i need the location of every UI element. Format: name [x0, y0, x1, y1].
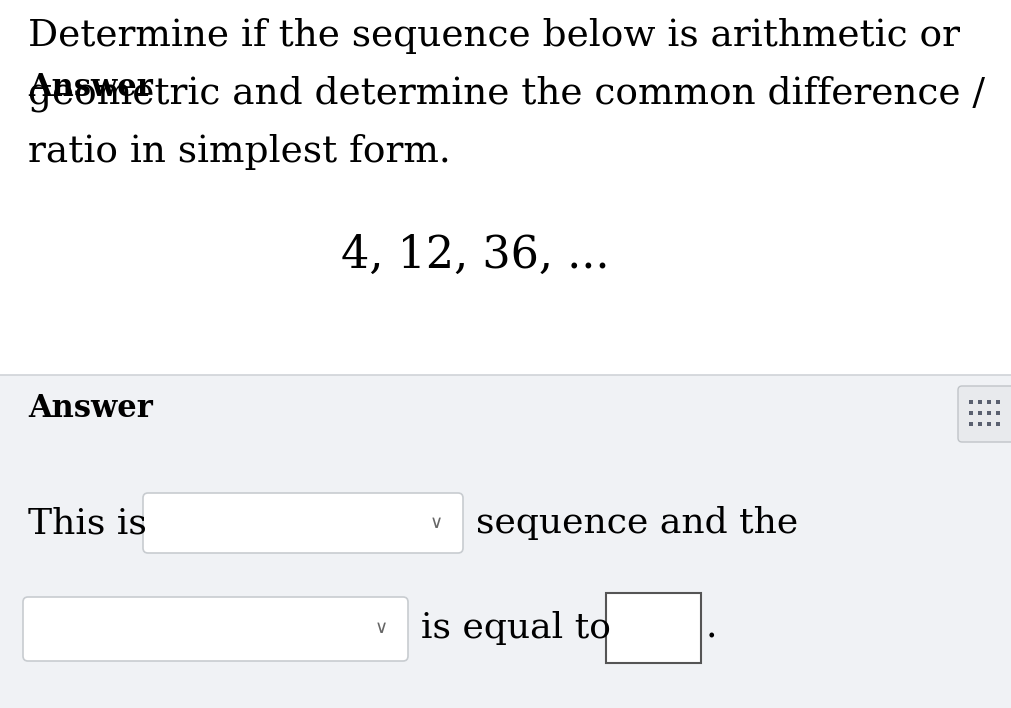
Text: ∨: ∨: [429, 514, 442, 532]
Text: .: .: [706, 611, 717, 645]
FancyBboxPatch shape: [23, 597, 407, 661]
Text: ∨: ∨: [374, 619, 387, 637]
Text: geometric and determine the common difference /: geometric and determine the common diffe…: [28, 76, 984, 113]
Bar: [606, 593, 701, 663]
FancyBboxPatch shape: [143, 493, 463, 553]
FancyBboxPatch shape: [957, 386, 1011, 442]
Text: 4, 12, 36, ...: 4, 12, 36, ...: [341, 234, 610, 277]
Text: Answer: Answer: [28, 72, 153, 103]
Text: Answer: Answer: [28, 393, 153, 424]
Text: This is: This is: [28, 506, 147, 540]
Text: Determine if the sequence below is arithmetic or: Determine if the sequence below is arith…: [28, 18, 959, 54]
Text: sequence and the: sequence and the: [475, 506, 798, 540]
Bar: [0, 375, 1011, 708]
Text: is equal to: is equal to: [421, 611, 611, 645]
Text: ratio in simplest form.: ratio in simplest form.: [28, 134, 450, 170]
